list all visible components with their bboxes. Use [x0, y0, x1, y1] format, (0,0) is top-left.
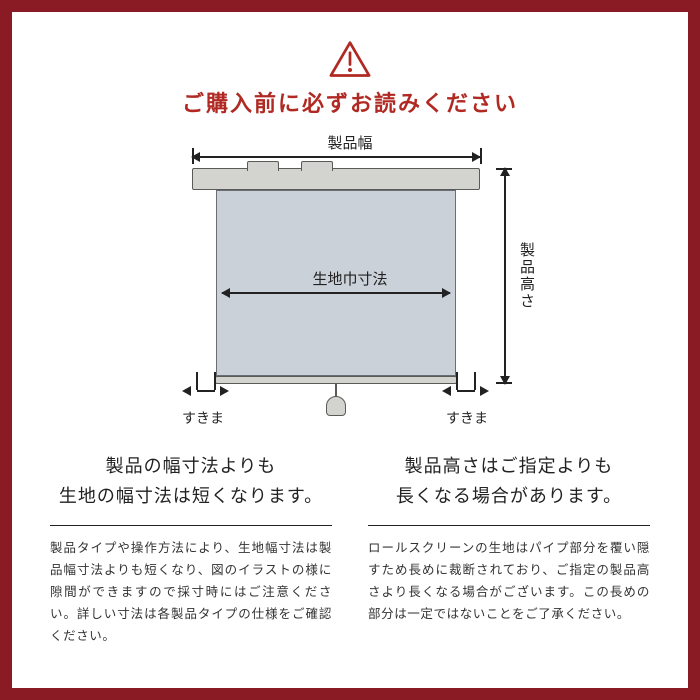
roller-tube: [192, 168, 480, 190]
note-left: 製品の幅寸法よりも 生地の幅寸法は短くなります。 製品タイプや操作方法により、生…: [50, 452, 332, 648]
pull-weight: [326, 396, 346, 416]
divider: [50, 525, 332, 526]
tick: [214, 372, 216, 390]
head-line: 生地の幅寸法は短くなります。: [59, 486, 323, 506]
note-right-body: ロールスクリーンの生地はパイプ部分を覆い隠すため長めに裁断されており、ご指定の製…: [368, 538, 650, 626]
arrowhead: [480, 386, 489, 396]
head-line: 製品高さはご指定よりも: [405, 456, 614, 476]
gap-connector: [457, 390, 475, 392]
arrow-product-height: [504, 168, 506, 384]
headline: ご購入前に必ずお読みください: [50, 86, 650, 118]
bracket: [247, 161, 279, 171]
label-product-height: 製品高さ: [516, 242, 537, 310]
dimension-diagram: 製品幅 生地巾寸法 製品高さ すきま すきま: [160, 132, 540, 432]
note-right: 製品高さはご指定よりも 長くなる場合があります。 ロールスクリーンの生地はパイプ…: [368, 452, 650, 648]
note-right-heading: 製品高さはご指定よりも 長くなる場合があります。: [368, 452, 650, 511]
divider: [368, 525, 650, 526]
head-line: 長くなる場合があります。: [396, 486, 622, 506]
bracket: [301, 161, 333, 171]
label-gap-left: すきま: [182, 408, 224, 428]
notice-frame: ご購入前に必ずお読みください 製品幅 生地巾寸法 製品高さ すきま すきま: [0, 0, 700, 700]
tick: [474, 372, 476, 390]
note-left-body: 製品タイプや操作方法により、生地幅寸法は製品幅寸法よりも短くなり、図のイラストの…: [50, 538, 332, 647]
tick: [196, 372, 198, 390]
notes-columns: 製品の幅寸法よりも 生地の幅寸法は短くなります。 製品タイプや操作方法により、生…: [50, 452, 650, 648]
warning-icon: [328, 40, 372, 80]
arrowhead: [442, 386, 451, 396]
arrow-product-width: [192, 156, 480, 158]
tick: [456, 372, 458, 390]
arrowhead: [182, 386, 191, 396]
arrow-fabric-width: [222, 292, 450, 294]
arrowhead: [220, 386, 229, 396]
label-gap-right: すきま: [446, 408, 488, 428]
label-fabric-width: 生地巾寸法: [310, 268, 389, 289]
label-product-width: 製品幅: [327, 132, 372, 153]
head-line: 製品の幅寸法よりも: [106, 456, 277, 476]
gap-connector: [197, 390, 215, 392]
note-left-heading: 製品の幅寸法よりも 生地の幅寸法は短くなります。: [50, 452, 332, 511]
bottom-bar: [215, 376, 457, 384]
